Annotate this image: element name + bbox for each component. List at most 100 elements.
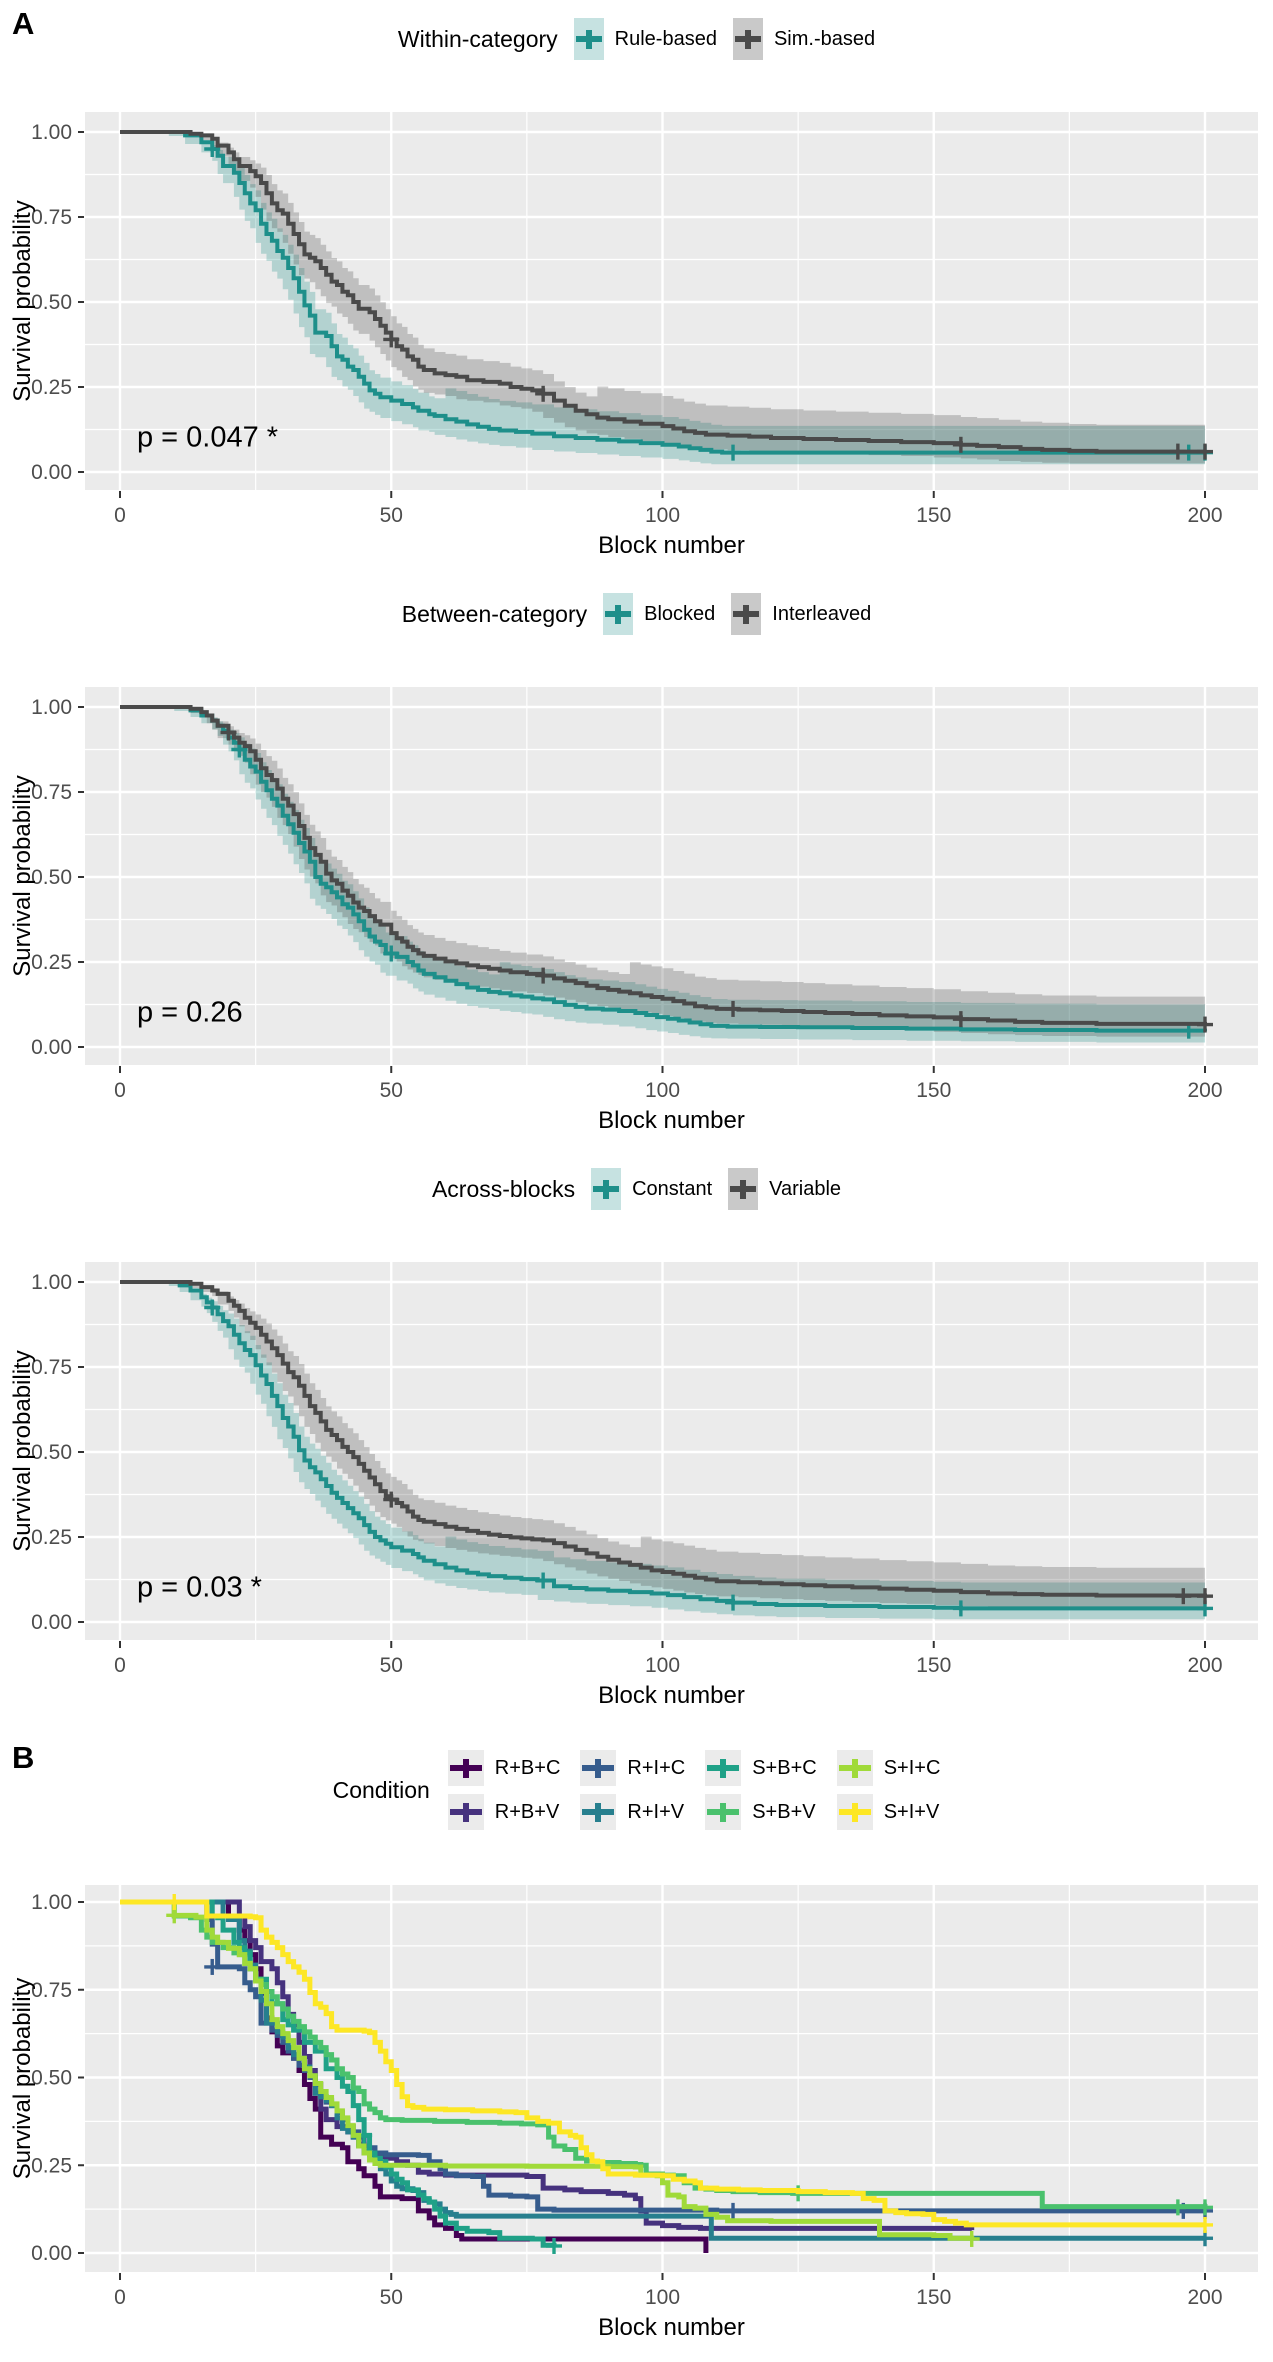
y-tick-label: 0.75 — [31, 1979, 72, 2002]
legend-label: Constant — [632, 1177, 713, 1200]
legend-key-cross-icon — [603, 593, 634, 635]
legend-entry-r-i-c: R+I+C — [580, 1750, 685, 1786]
y-tick-label: 1.00 — [31, 1891, 72, 1914]
legend-entry-s-i-c: S+I+C — [836, 1750, 941, 1786]
plot-condition: Condition R+B+C R+B+V R+I+C R+I+V S+B+C S+B+V S… — [0, 1730, 1273, 2362]
legend-title: Condition — [332, 1776, 430, 1803]
x-tick-label: 100 — [645, 2286, 680, 2309]
x-tick-label: 200 — [1187, 1079, 1222, 1102]
confidence-band — [120, 1282, 1205, 1620]
x-tick-label: 50 — [380, 504, 403, 527]
legend-key-cross-icon — [447, 1750, 484, 1786]
legend-key-cross-icon — [705, 1750, 742, 1786]
y-tick-label: 0.00 — [31, 2242, 72, 2265]
panel-a-label: A — [12, 6, 35, 41]
plot-between-category: Between-category Blocked Interleaved p = 0… — [0, 575, 1273, 1150]
y-tick-label: 0.75 — [31, 1356, 72, 1379]
x-axis-title: Block number — [598, 1107, 745, 1134]
survival-curve-s-i-c — [120, 1899, 975, 2241]
y-tick-label: 0.50 — [31, 1441, 72, 1464]
y-tick-label: 0.25 — [31, 2154, 72, 2177]
survival-curve-constant — [120, 1280, 1205, 1611]
legend-entry-r-b-v: R+B+V — [447, 1794, 561, 1830]
y-axis-title: Survival probability — [9, 1978, 36, 2179]
survival-curve-variable — [120, 1280, 1207, 1598]
legend-label: S+I+C — [883, 1756, 941, 1779]
x-tick-label: 50 — [380, 1079, 403, 1102]
y-tick-label: 1.00 — [31, 121, 72, 144]
legend-label: Rule-based — [614, 27, 717, 50]
y-tick-label: 0.75 — [31, 206, 72, 229]
legend-entry-s-i-v: S+I+V — [836, 1794, 941, 1830]
legend-entry-variable: Variable — [728, 1168, 841, 1210]
y-axis-title: Survival probability — [9, 1350, 36, 1551]
survival-curve-interleaved — [120, 705, 1207, 1026]
legend-label: R+B+C — [494, 1756, 561, 1779]
survival-curve-rule-based — [120, 130, 1205, 455]
plot-across-blocks: Across-blocks Constant Variable p = 0.03 *… — [0, 1150, 1273, 1730]
y-tick-label: 0.00 — [31, 1611, 72, 1634]
legend-title: Within-category — [397, 25, 558, 52]
x-axis-title: Block number — [598, 2314, 745, 2341]
y-tick-label: 0.00 — [31, 461, 72, 484]
legend-label: Variable — [769, 1177, 842, 1200]
between-category-chart: p = 0.26 1.00 0.75 0.50 0.25 0.00 0 50 100 150 200… — [9, 687, 1258, 1134]
condition-legend-grid: R+B+C R+B+V R+I+C R+I+V S+B+C S+B+V S+I+C S+I+V — [447, 1750, 941, 1830]
y-tick-label: 0.25 — [31, 376, 72, 399]
p-value-label: p = 0.26 — [137, 997, 243, 1029]
x-tick-label: 200 — [1187, 2286, 1222, 2309]
legend-entry-interleaved: Interleaved — [731, 593, 871, 635]
legend-title: Between-category — [401, 600, 588, 627]
x-tick-label: 150 — [916, 1654, 951, 1677]
x-tick-label: 0 — [114, 1654, 126, 1677]
legend-within-category: Within-category Rule-based Sim.-based — [0, 18, 1273, 60]
legend-label: R+I+C — [627, 1756, 686, 1779]
y-axis-title: Survival probability — [9, 200, 36, 401]
x-tick-label: 150 — [916, 2286, 951, 2309]
legend-label: S+I+V — [883, 1800, 940, 1823]
p-value-label: p = 0.047 * — [137, 422, 278, 454]
legend-entry-sim-based: Sim.-based — [732, 18, 876, 60]
survival-curve-r-b-c — [120, 1899, 709, 2253]
survival-curve-s-b-c — [120, 1899, 557, 2248]
x-tick-label: 100 — [645, 504, 680, 527]
legend-condition: Condition R+B+C R+B+V R+I+C R+I+V S+B+C S+B+V S… — [0, 1750, 1273, 1830]
x-tick-label: 200 — [1187, 504, 1222, 527]
condition-chart: 1.00 0.75 0.50 0.25 0.00 0 50 100 150 200 Block nu… — [9, 1885, 1258, 2341]
legend-key-cross-icon — [447, 1794, 484, 1830]
legend-between-category: Between-category Blocked Interleaved — [0, 593, 1273, 635]
legend-key-cross-icon — [728, 1168, 759, 1210]
confidence-band — [120, 1282, 1205, 1609]
legend-key-cross-icon — [580, 1750, 617, 1786]
x-tick-label: 100 — [645, 1079, 680, 1102]
legend-title: Across-blocks — [431, 1175, 576, 1202]
survival-curve-s-i-v — [120, 1899, 1205, 2228]
legend-label: R+I+V — [627, 1800, 685, 1823]
legend-entry-constant: Constant — [591, 1168, 712, 1210]
within-category-chart: p = 0.047 * 1.00 0.75 0.50 0.25 0.00 0 50 100 150… — [9, 112, 1258, 559]
legend-label: S+B+V — [752, 1800, 816, 1823]
x-tick-label: 0 — [114, 1079, 126, 1102]
p-value-label: p = 0.03 * — [137, 1572, 262, 1604]
legend-key-cross-icon — [836, 1794, 873, 1830]
y-tick-label: 0.25 — [31, 951, 72, 974]
plot-within-category: Within-category Rule-based Sim.-based p = … — [0, 0, 1273, 575]
y-tick-label: 1.00 — [31, 696, 72, 719]
x-axis-title: Block number — [598, 1682, 745, 1709]
panel-b-label: B — [12, 1740, 35, 1775]
legend-entry-r-i-v: R+I+V — [580, 1794, 685, 1830]
legend-entry-blocked: Blocked — [603, 593, 715, 635]
legend-entry-s-b-v: S+B+V — [705, 1794, 816, 1830]
legend-key-cross-icon — [731, 593, 762, 635]
x-tick-label: 150 — [916, 1079, 951, 1102]
y-tick-label: 0.50 — [31, 291, 72, 314]
legend-entry-rule-based: Rule-based — [573, 18, 717, 60]
y-tick-label: 0.50 — [31, 2067, 72, 2090]
legend-label: R+B+V — [494, 1800, 560, 1823]
legend-label: Interleaved — [772, 602, 872, 625]
legend-across-blocks: Across-blocks Constant Variable — [0, 1168, 1273, 1210]
y-tick-label: 0.25 — [31, 1526, 72, 1549]
legend-label: Sim.-based — [773, 27, 876, 50]
y-tick-label: 1.00 — [31, 1271, 72, 1294]
